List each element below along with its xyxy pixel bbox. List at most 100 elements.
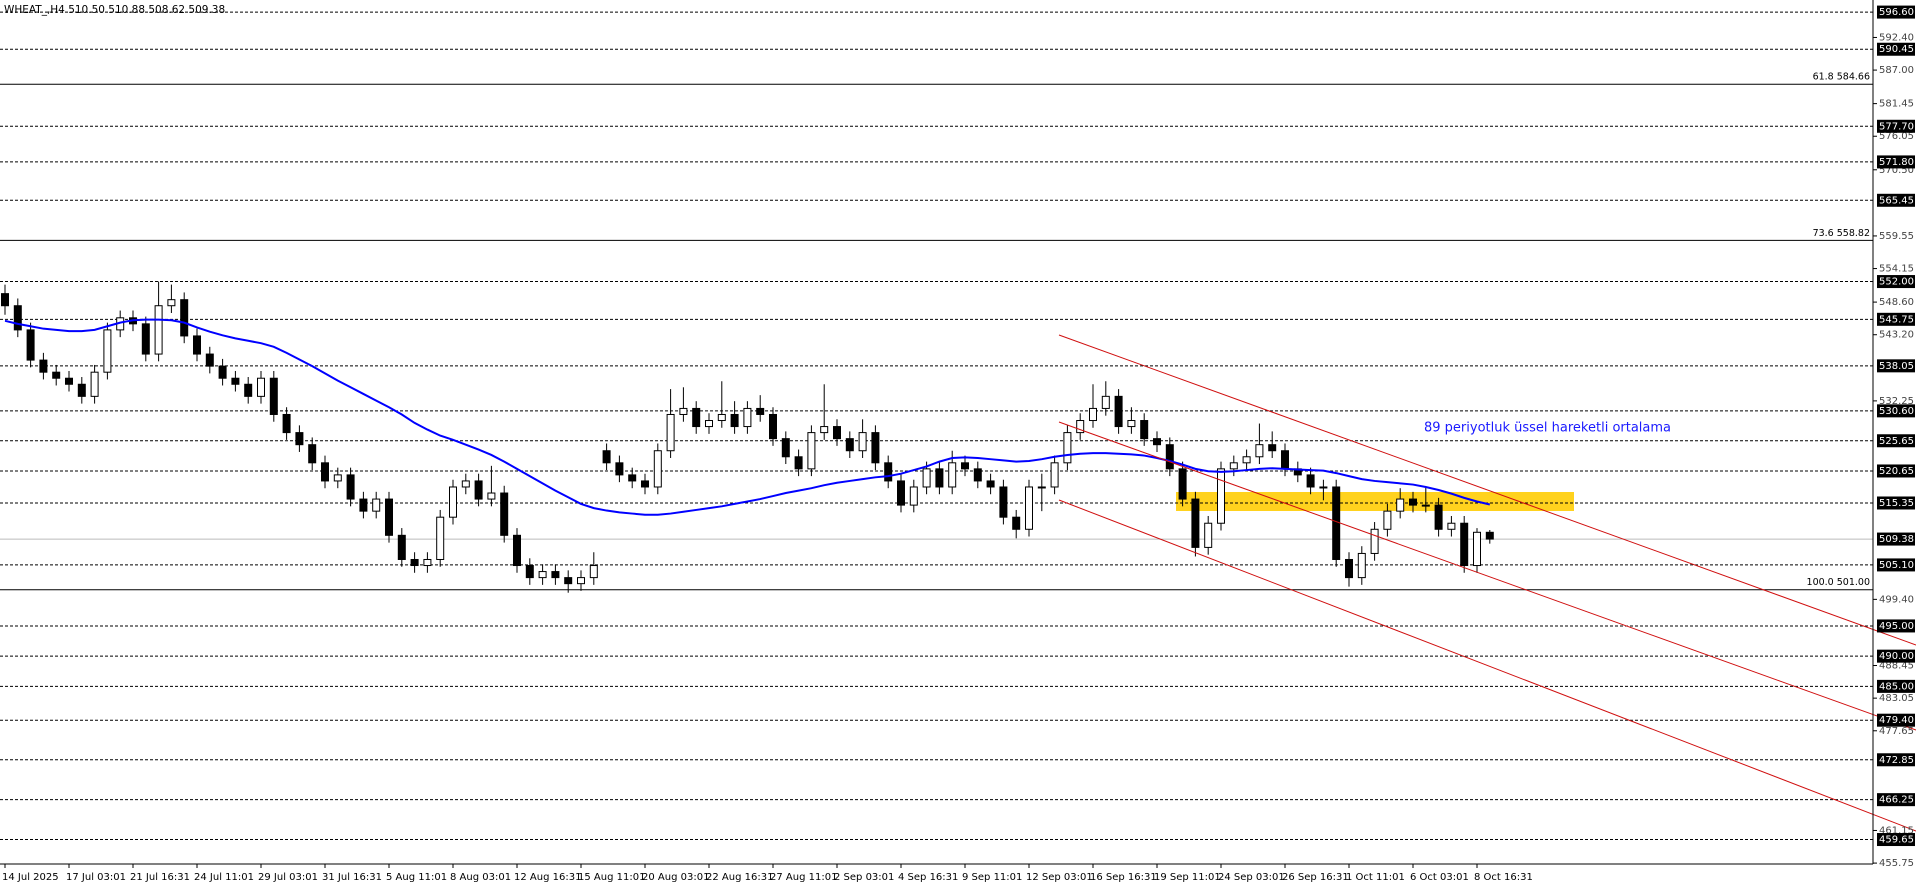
candle-body — [577, 577, 585, 585]
candle-body — [487, 492, 496, 500]
candle-body — [756, 407, 765, 415]
candle-body — [538, 571, 547, 579]
candle-body — [167, 299, 176, 307]
x-tick-label: 1 Oct 11:01 — [1346, 872, 1405, 883]
x-tick-label: 8 Oct 16:31 — [1474, 872, 1533, 883]
candle-body — [77, 383, 86, 397]
candle-body — [820, 426, 829, 434]
candle-body — [1409, 498, 1417, 506]
x-tick-label: 24 Jul 11:01 — [194, 872, 254, 883]
level-label-bg — [1877, 753, 1915, 767]
candle-body — [231, 377, 240, 385]
level-label: 472.85 — [1879, 755, 1914, 766]
candle-body — [1204, 522, 1213, 548]
y-tick-label: 483.05 — [1879, 693, 1914, 704]
candle-body — [961, 462, 969, 470]
channel-lower — [1058, 499, 1916, 832]
candle-body — [410, 558, 419, 567]
x-tick-label: 31 Jul 16:31 — [322, 872, 382, 883]
candle-body — [653, 450, 662, 488]
ema-line — [4, 318, 1491, 516]
level-label: 479.40 — [1879, 715, 1914, 726]
level-label-bg — [1877, 359, 1915, 373]
candle-body — [897, 480, 905, 506]
level-label: 459.65 — [1879, 835, 1914, 846]
x-tick-label: 8 Aug 03:01 — [450, 872, 511, 883]
y-tick-label: 576.05 — [1879, 131, 1914, 142]
x-tick-label: 27 Aug 11:01 — [770, 872, 837, 883]
level-label-bg — [1877, 713, 1915, 727]
fib-label: 100.0 501.00 — [1807, 577, 1870, 588]
candle-body — [397, 534, 406, 560]
candle-body — [244, 383, 253, 397]
candle-body — [1025, 486, 1033, 530]
y-tick-label: 461.15 — [1879, 825, 1914, 836]
x-tick-label: 6 Oct 03:01 — [1410, 872, 1469, 883]
candle-body — [628, 474, 637, 482]
level-label-bg — [1877, 496, 1915, 510]
candle-body — [833, 426, 841, 440]
candle-body — [1242, 456, 1251, 464]
y-tick-label: 592.40 — [1879, 32, 1914, 43]
candle-body — [39, 359, 48, 373]
candle-body — [769, 413, 777, 440]
candle-body — [871, 432, 880, 464]
candle-body — [321, 462, 329, 482]
level-label-bg — [1877, 155, 1915, 169]
candle-body — [346, 474, 355, 500]
candle-body — [730, 413, 739, 428]
level-label-bg — [1877, 275, 1915, 289]
x-tick-label: 2 Sep 03:01 — [834, 872, 894, 883]
candle-body — [1319, 486, 1328, 489]
candle-body — [359, 498, 368, 512]
y-tick-label: 554.15 — [1879, 264, 1914, 275]
x-tick-label: 21 Jul 16:31 — [130, 872, 190, 883]
candle-body — [922, 468, 931, 488]
candle-body — [589, 565, 598, 579]
candle-body — [1050, 462, 1059, 488]
level-label: 525.65 — [1879, 436, 1914, 447]
level-label: 505.10 — [1879, 560, 1914, 571]
candle-body — [999, 486, 1008, 518]
ema-annotation: 89 periyotluk üssel hareketli ortalama — [1424, 421, 1671, 436]
level-label-bg — [1877, 42, 1915, 56]
candle-body — [65, 377, 73, 385]
candle-body — [551, 571, 560, 579]
candle-body — [845, 438, 854, 452]
candle-body — [705, 420, 713, 428]
level-label-bg — [1877, 312, 1915, 326]
y-tick-label: 499.40 — [1879, 594, 1914, 605]
candle-body — [474, 480, 483, 500]
fib-label: 61.8 584.66 — [1813, 72, 1870, 83]
x-tick-label: 20 Aug 03:01 — [642, 872, 709, 883]
candle-body — [1434, 504, 1443, 530]
y-tick-label: 455.75 — [1879, 858, 1914, 869]
y-tick-label: 488.45 — [1879, 661, 1914, 672]
level-label-bg — [1877, 532, 1915, 546]
candle-body — [717, 413, 726, 422]
level-label: 530.60 — [1879, 406, 1914, 417]
candle-body — [308, 444, 317, 464]
candle-body — [1281, 450, 1289, 470]
candle-body — [154, 305, 163, 355]
level-label: 565.45 — [1879, 195, 1914, 206]
candle-body — [1421, 504, 1430, 507]
candle-body — [1357, 552, 1366, 579]
channel-upper — [1058, 334, 1916, 646]
candle-body — [1153, 438, 1161, 446]
candle-body — [1345, 558, 1353, 579]
candle-body — [1012, 516, 1021, 530]
level-label-bg — [1877, 404, 1915, 418]
level-label: 515.35 — [1879, 498, 1914, 509]
candle-body — [269, 377, 278, 415]
level-label: 520.65 — [1879, 466, 1914, 477]
x-tick-label: 17 Jul 03:01 — [66, 872, 126, 883]
x-tick-label: 12 Aug 16:31 — [514, 872, 581, 883]
x-tick-label: 12 Sep 03:01 — [1026, 872, 1093, 883]
candle-body — [1460, 522, 1469, 567]
x-tick-label: 14 Jul 2025 — [2, 872, 59, 883]
candle-body — [564, 577, 573, 585]
candle-body — [1089, 407, 1097, 422]
chart-title: WHEAT_,H4 510.50 510.88 508.62 509.38 — [4, 4, 225, 16]
